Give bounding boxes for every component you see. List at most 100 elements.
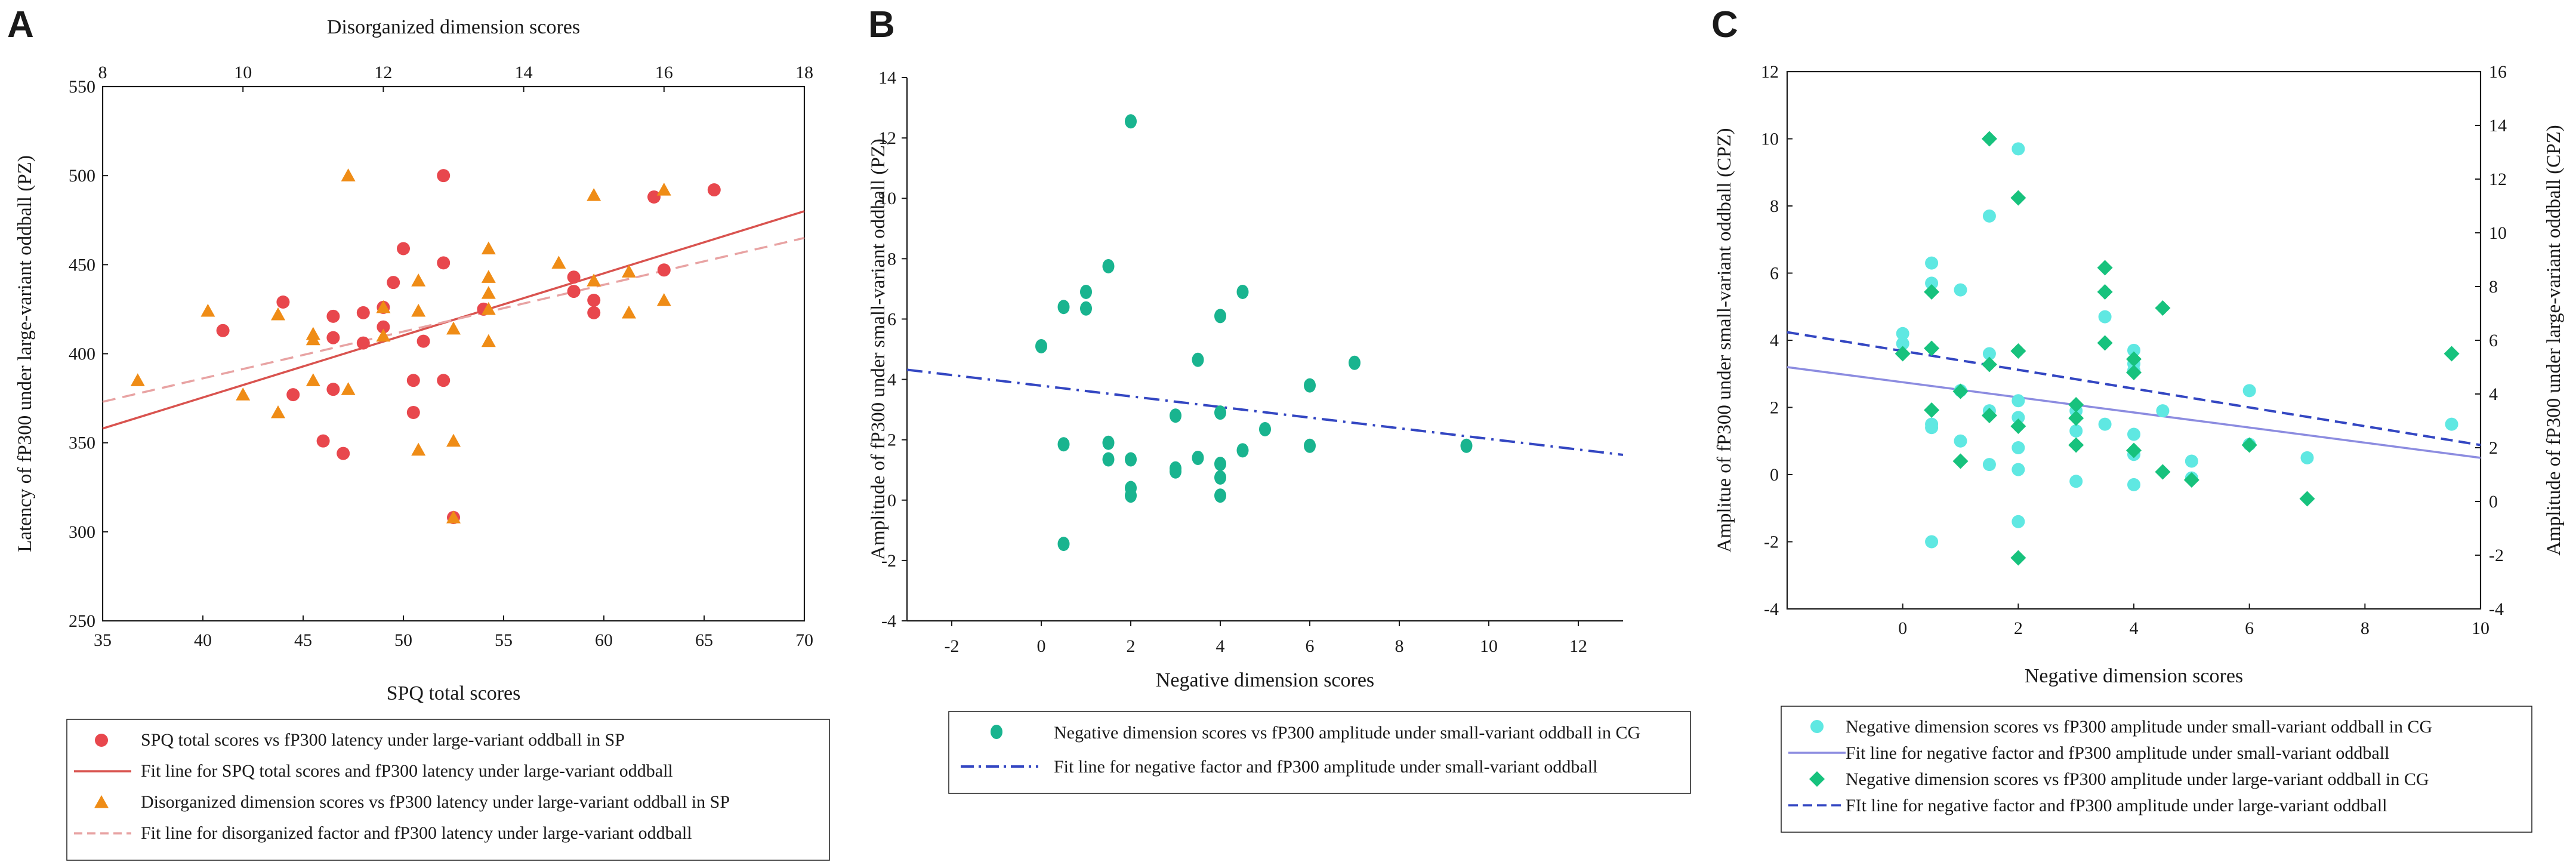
negative-data-point (1125, 488, 1137, 503)
y2-axis-tick-label: -4 (2489, 599, 2504, 619)
x-axis-tick-label: 6 (2245, 618, 2254, 638)
small-variant-data-point (1954, 283, 1967, 297)
negative-data-point (1214, 405, 1226, 420)
small-variant-data-point (2127, 427, 2140, 441)
negative-data-point (1192, 352, 1204, 367)
disorganized-data-point (551, 256, 566, 269)
small-variant-data-point (2185, 454, 2198, 468)
x-axis-tick-label: 55 (495, 630, 513, 650)
small-variant-data-point (2012, 463, 2025, 476)
large-variant-data-point (1895, 346, 1911, 362)
disorganized-data-point (376, 328, 391, 342)
y-axis-tick-label: 300 (69, 522, 95, 542)
legend-small-variant-scatter-label: Negative dimension scores vs fP300 ampli… (1846, 717, 2432, 737)
negative-data-point (1214, 309, 1226, 324)
y2-axis-title: Amplitude of fP300 under large-variant o… (2543, 125, 2565, 556)
x-axis-tick-label: 8 (2361, 618, 2370, 638)
spq-data-point (356, 306, 370, 319)
legend-negative-fit-label: Fit line for negative factor and fP300 a… (1054, 757, 1597, 777)
negative-data-point (1125, 114, 1137, 129)
spq-data-point (437, 169, 451, 183)
spq-data-point (397, 242, 410, 256)
spq-data-point (406, 374, 420, 387)
y2-axis-tick-label: 4 (2489, 384, 2498, 404)
y-axis-tick-label: 10 (878, 189, 896, 208)
small-variant-data-point (2098, 417, 2112, 431)
negative-data-point (1304, 438, 1316, 453)
legend-small-variant-scatter-swatch (1810, 720, 1824, 733)
disorganized-data-point (341, 168, 356, 181)
disorganized-data-point (271, 307, 285, 321)
panel-letter: C (1711, 4, 1738, 45)
legend-box (948, 711, 1691, 794)
legend-large-variant-scatter-label: Negative dimension scores vs fP300 ampli… (1846, 769, 2429, 789)
y-axis-tick-label: 6 (887, 309, 896, 329)
legend-box (1781, 706, 2532, 833)
negative-data-point (1236, 443, 1249, 458)
y-axis-tick-label: 250 (69, 611, 95, 631)
y2-axis-tick-label: 6 (2489, 331, 2498, 350)
negative-data-point (1057, 537, 1070, 552)
spq-data-point (337, 447, 350, 460)
small-variant-data-point (1896, 327, 1909, 340)
large-variant-data-point (2010, 550, 2026, 566)
y-axis-tick-label: 550 (69, 77, 95, 97)
legend-negative-scatter-swatch (991, 725, 1002, 739)
x-axis-tick-label: 4 (1216, 636, 1225, 656)
spq-data-point (276, 295, 290, 309)
negative-data-point (1349, 355, 1361, 370)
x2-axis-tick-label: 12 (374, 63, 392, 82)
legend-disorganized-scatter-label: Disorganized dimension scores vs fP300 l… (141, 792, 730, 812)
x-axis-title: Negative dimension scores (1156, 669, 1374, 691)
large-variant-data-point (2010, 418, 2026, 434)
disorganized-data-point (481, 301, 496, 315)
y-axis-tick-label: 6 (1770, 264, 1779, 284)
small-variant-data-point (2012, 394, 2025, 408)
disorganized-data-point (306, 373, 320, 386)
y-axis-tick-label: 14 (878, 68, 896, 88)
disorganized-data-point (130, 373, 145, 386)
small-variant-data-point (2012, 515, 2025, 528)
disorganized-data-point (587, 273, 601, 287)
small-variant-data-point (2069, 424, 2083, 438)
negative-data-point (1170, 464, 1181, 479)
y-axis-tick-label: 4 (887, 370, 896, 390)
x-axis-tick-label: 12 (1569, 636, 1587, 656)
x2-axis-tick-label: 10 (234, 63, 252, 82)
small-variant-data-point (1954, 434, 1967, 448)
negative-data-point (1057, 300, 1070, 315)
large-variant-data-point (2299, 491, 2315, 507)
large-variant-data-point (1924, 284, 1940, 300)
spq-data-point (326, 309, 340, 323)
disorganized-data-point (656, 183, 671, 196)
large-variant-data-point (2068, 397, 2084, 413)
negative-data-point (1192, 451, 1204, 465)
spq-data-point (326, 383, 340, 396)
y-axis-tick-label: 350 (69, 433, 95, 453)
y-axis-tick-label: 4 (1770, 331, 1779, 350)
spq-data-point (356, 336, 370, 350)
disorganized-data-point (271, 405, 285, 418)
x-axis-tick-label: 2 (1127, 636, 1136, 656)
large-variant-data-point (2183, 472, 2199, 488)
spq-data-point (437, 374, 451, 387)
small-variant-data-point (1925, 276, 1939, 290)
large-variant-data-point (2010, 190, 2026, 206)
x-axis-tick-label: 2 (2014, 618, 2023, 638)
small-variant-data-point (1925, 535, 1939, 549)
disorganized-data-point (481, 334, 496, 347)
y2-axis-tick-label: 10 (2489, 223, 2507, 243)
spq-data-point (286, 388, 300, 402)
disorganized-data-point (446, 433, 461, 447)
y2-axis-tick-label: 8 (2489, 277, 2498, 297)
x-axis-tick-label: 0 (1037, 636, 1046, 656)
disorganized-data-point (446, 510, 461, 524)
spq-data-point (567, 270, 581, 284)
spq-data-point (406, 405, 420, 419)
small-variant-data-point (1896, 337, 1909, 350)
small-variant-data-point (1982, 458, 1996, 472)
x-axis-title: SPQ total scores (387, 682, 521, 704)
small-variant-data-point (2445, 417, 2458, 431)
spq-data-point (587, 294, 601, 307)
negative-data-point (1102, 435, 1115, 450)
